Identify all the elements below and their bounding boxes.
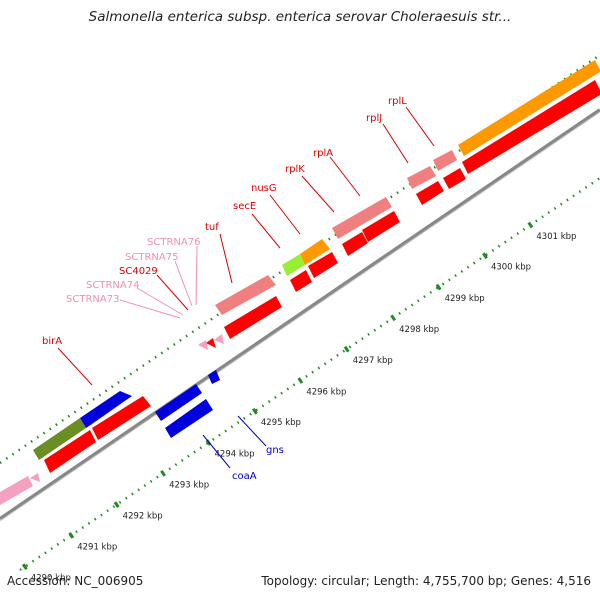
gene-label-nusG[interactable]: nusG <box>251 183 277 194</box>
gene-label-rplJ[interactable]: rplJ <box>366 113 382 124</box>
feature-rna-mid-2[interactable] <box>206 338 216 348</box>
ruler-tick <box>68 532 75 539</box>
ruler-tick-label: 4293 kbp <box>169 480 209 490</box>
feature-nusG-orange[interactable] <box>300 239 330 265</box>
gene-labels: birA SCTRNA73 SCTRNA74 SC4029 SCTRNA75 S… <box>42 96 435 482</box>
lower-strand-features <box>44 80 600 473</box>
ruler-tick-label: 4291 kbp <box>77 542 117 552</box>
feature-rna-mid-3[interactable] <box>214 334 224 344</box>
feature-coaA-blue[interactable] <box>155 384 202 421</box>
feature-tuf-pseudo[interactable] <box>215 275 276 315</box>
gene-label-SC4029[interactable]: SC4029 <box>119 266 158 277</box>
feature-rna-mid-1[interactable] <box>198 340 208 350</box>
gene-label-rplK[interactable]: rplK <box>285 164 305 175</box>
backbone <box>0 108 600 521</box>
tick-group: 4290 kbp 4291 kbp 4292 kbp 4293 kbp 4294 kbp… <box>21 221 576 584</box>
ruler-tick-label: 4294 kbp <box>215 450 255 460</box>
feature-rplL-pseudo[interactable] <box>433 150 457 171</box>
ruler-tick-label: 4292 kbp <box>123 512 163 522</box>
ruler-tick-label: 4301 kbp <box>536 232 576 242</box>
feature-rplJ-red[interactable] <box>416 181 444 205</box>
feature-red-2[interactable] <box>92 396 151 440</box>
feature-secE-red[interactable] <box>290 270 312 292</box>
map-title: Salmonella enterica subsp. enterica sero… <box>88 9 512 25</box>
feature-nusG-red[interactable] <box>308 252 338 278</box>
gene-label-birA[interactable]: birA <box>42 336 62 347</box>
upper-strand-features <box>0 60 600 505</box>
feature-rplK-pseudo[interactable] <box>332 197 392 239</box>
gene-label-secE[interactable]: secE <box>233 201 256 212</box>
feature-gns-blue[interactable] <box>165 399 213 438</box>
feature-birA-blue[interactable] <box>80 391 132 428</box>
feature-rplA-red[interactable] <box>362 211 400 242</box>
ruler-tick-label: 4297 kbp <box>353 356 393 366</box>
ruler-tick-label: 4290 kbp <box>31 574 71 584</box>
feature-blue-small[interactable] <box>208 370 220 384</box>
gene-label-gns[interactable]: gns <box>266 445 284 456</box>
gene-label-SCTRNA74[interactable]: SCTRNA74 <box>86 280 139 291</box>
outer-tick-track <box>0 53 600 465</box>
feature-rplL-red[interactable] <box>443 168 466 189</box>
feature-tuf-red[interactable] <box>224 296 282 339</box>
feature-rna-tick[interactable] <box>30 473 40 482</box>
feature-rplK-red[interactable] <box>342 232 368 256</box>
feature-rpoB-red[interactable] <box>462 80 600 174</box>
ruler-tick-label: 4295 kbp <box>261 418 301 428</box>
gene-label-SCTRNA76[interactable]: SCTRNA76 <box>147 237 200 248</box>
ruler-tick-label: 4298 kbp <box>399 325 439 335</box>
ruler-tick <box>390 314 397 322</box>
ruler-tick-label: 4299 kbp <box>445 294 485 304</box>
ruler-tick <box>251 407 258 415</box>
genome-summary-text: Topology: circular; Length: 4,755,700 bp… <box>261 574 591 588</box>
feature-rplJ-pseudo[interactable] <box>407 166 436 189</box>
feature-secE-lightgreen[interactable] <box>282 254 305 276</box>
ruler-tick <box>435 283 442 291</box>
feature-rpoB-orange[interactable] <box>458 60 600 156</box>
ruler-tick <box>160 469 166 477</box>
backbone-highlight <box>0 111 600 522</box>
accession-text: Accession: NC_006905 <box>7 574 144 588</box>
gene-label-SCTRNA73[interactable]: SCTRNA73 <box>66 294 119 305</box>
ruler-tick <box>343 345 350 353</box>
ruler-tick <box>527 221 534 229</box>
gene-label-rplL[interactable]: rplL <box>388 96 407 107</box>
ruler-tick <box>482 252 488 260</box>
gene-label-rplA[interactable]: rplA <box>313 148 333 159</box>
ruler-tick <box>297 377 304 384</box>
ruler-tick-label: 4300 kbp <box>491 263 531 273</box>
gene-label-SCTRNA75[interactable]: SCTRNA75 <box>125 252 178 263</box>
feature-rna-left[interactable] <box>0 476 33 505</box>
feature-birA-olive[interactable] <box>33 418 86 460</box>
ruler-tick <box>113 501 120 508</box>
feature-red-1[interactable] <box>44 430 96 473</box>
gene-label-tuf[interactable]: tuf <box>205 222 219 233</box>
ruler-tick-label: 4296 kbp <box>306 388 346 398</box>
gene-label-coaA[interactable]: coaA <box>232 471 257 482</box>
inner-tick-track <box>19 176 600 572</box>
ruler-tick <box>21 563 28 571</box>
